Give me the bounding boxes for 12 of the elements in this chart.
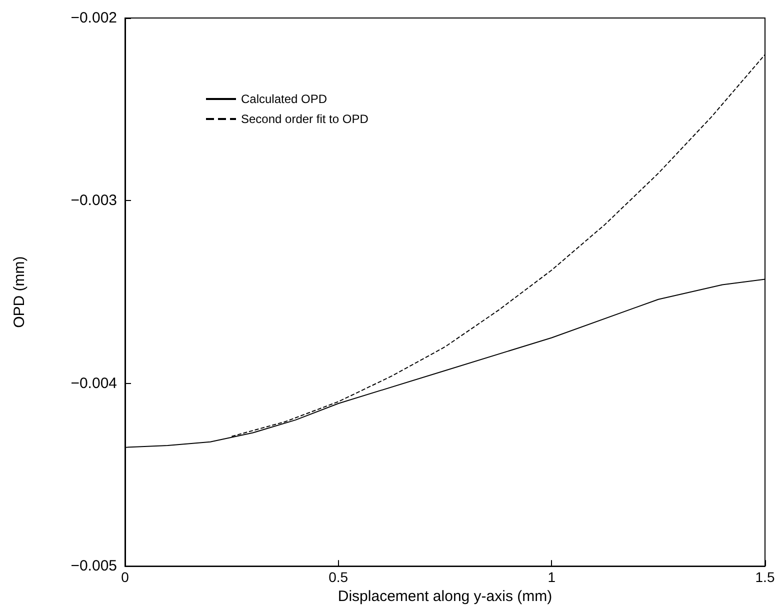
y-tick-label: −0.005 [70, 558, 117, 575]
x-tick-label: 0.5 [328, 569, 348, 586]
legend-label: Calculated OPD [241, 92, 328, 106]
x-tick-label: 1.5 [755, 569, 775, 586]
y-tick-label: −0.003 [70, 192, 117, 210]
legend-label: Second order fit to OPD [241, 112, 369, 126]
x-tick-label: 1 [548, 569, 556, 586]
x-tick-label: 0 [121, 569, 130, 586]
y-tick-label: −0.002 [70, 10, 117, 26]
y-axis-title: OPD (mm) [11, 256, 28, 328]
y-tick-label: −0.004 [70, 374, 117, 392]
x-axis-title: Displacement along y-axis (mm) [338, 588, 552, 605]
